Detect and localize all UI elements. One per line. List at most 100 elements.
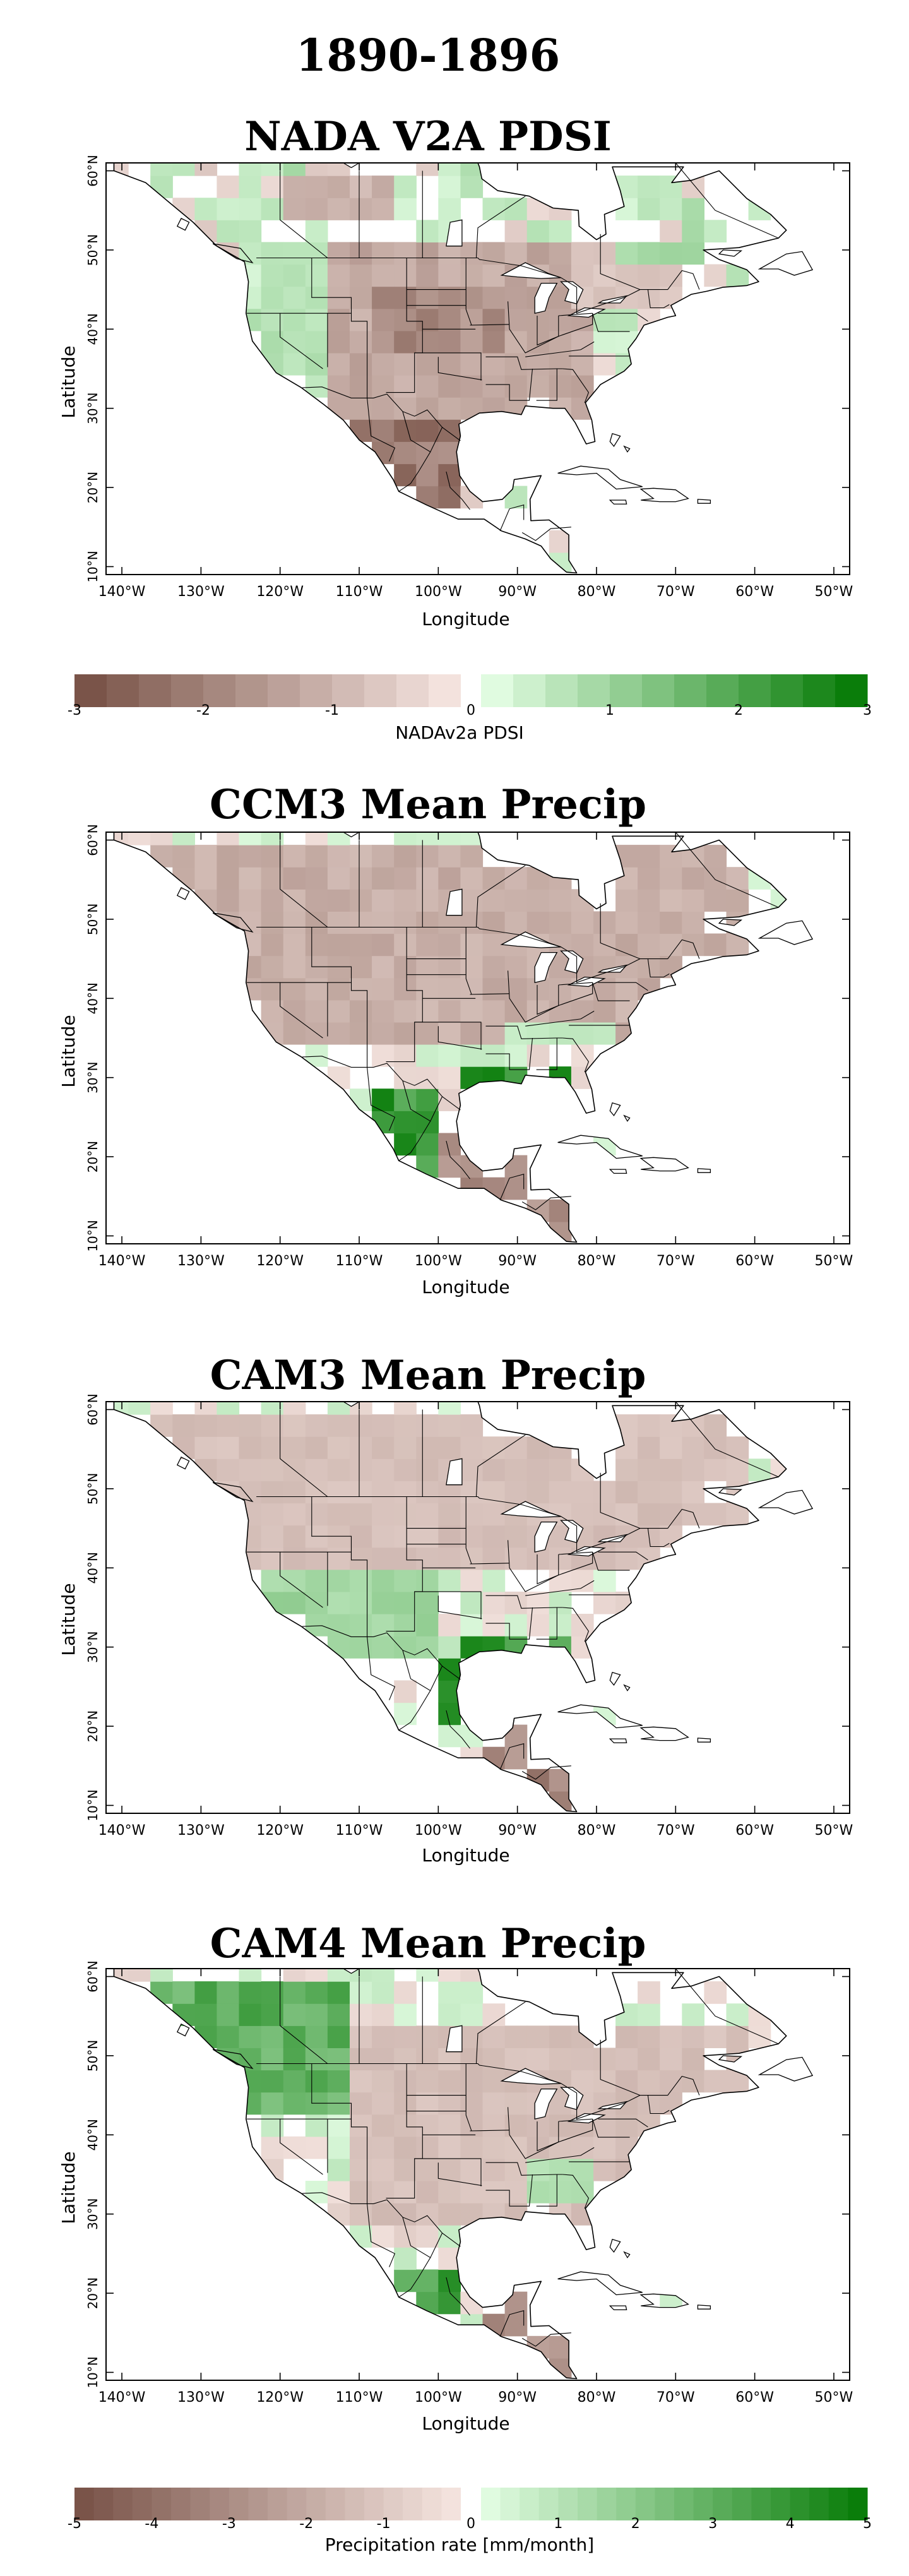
heatmap-cell [394, 832, 417, 845]
heatmap-cell [217, 1402, 240, 1415]
heatmap-cell [194, 889, 218, 912]
heatmap-cell [394, 1680, 417, 1703]
heatmap-cell [549, 375, 572, 398]
heatmap-cell [305, 1969, 328, 1982]
heatmap-cell [526, 2181, 550, 2203]
heatmap-cell [372, 867, 395, 890]
y-axis-label: Latitude [58, 1583, 79, 1655]
heatmap-cell [526, 330, 550, 354]
heatmap-cell [394, 264, 417, 287]
colorbar-swatch [578, 2488, 598, 2520]
colorbar-swatch [306, 2488, 326, 2520]
heatmap-cell [638, 977, 660, 1001]
heatmap-cell [239, 1436, 262, 1459]
heatmap-cell [726, 264, 749, 287]
state-line [537, 1554, 559, 1585]
heatmap-cell [239, 1969, 262, 1982]
heatmap-cell [239, 1458, 262, 1481]
heatmap-cell [150, 176, 173, 198]
heatmap-cell [327, 1614, 350, 1637]
heatmap-cell [460, 911, 484, 934]
heatmap-cell [372, 845, 395, 868]
heatmap-cell [571, 2025, 594, 2048]
heatmap-cell [150, 845, 173, 868]
heatmap-cell [438, 1569, 461, 1592]
heatmap-cell [482, 999, 506, 1023]
heatmap-cell [283, 2092, 306, 2115]
state-line [485, 368, 533, 401]
lake-outline [534, 1521, 558, 1553]
heatmap-cell [394, 2114, 417, 2137]
state-line [675, 1401, 779, 1477]
heatmap-cell [217, 832, 240, 845]
island-outline [609, 1102, 621, 1117]
heatmap-cell [460, 933, 484, 957]
heatmap-cell [327, 352, 350, 376]
central-america [521, 2332, 571, 2347]
heatmap-cell [660, 867, 682, 890]
x-tick-label: 100°W [415, 1823, 462, 1839]
heatmap-cell [660, 198, 682, 220]
heatmap-cell [416, 242, 439, 265]
heatmap-cell [327, 867, 350, 890]
heatmap-cell [660, 889, 682, 912]
heatmap-cell [571, 2181, 594, 2203]
heatmap-cell [549, 1547, 572, 1570]
heatmap-cell [327, 889, 350, 912]
heatmap-cell [327, 163, 350, 176]
mexico-state [367, 1067, 396, 1131]
heatmap-cell [172, 198, 195, 220]
heatmap-cell [460, 832, 484, 845]
colorbar-swatch [578, 674, 610, 707]
heatmap-cell [372, 198, 395, 220]
heatmap-cell [394, 2136, 417, 2159]
heatmap-cell [394, 1614, 417, 1637]
heatmap-cell [638, 2048, 660, 2071]
heatmap-cell [460, 163, 484, 176]
heatmap-cell [327, 198, 350, 220]
heatmap-cell [438, 1402, 461, 1415]
heatmap-cell [615, 889, 638, 912]
state-line [247, 2118, 323, 2175]
lake-outline [567, 1546, 606, 1557]
heatmap-cell [482, 2136, 506, 2159]
heatmap-cell [305, 1981, 328, 2004]
heatmap-cell [416, 999, 439, 1023]
heatmap-cell [615, 242, 638, 265]
heatmap-cell [504, 2048, 528, 2071]
colorbar-swatch [713, 2488, 733, 2520]
border-mexico [302, 1056, 461, 1111]
heatmap-cell [327, 2136, 350, 2159]
heatmap-cell [372, 1547, 395, 1570]
heatmap-cell [504, 911, 528, 934]
central-america [499, 1743, 525, 1770]
heatmap-cell [239, 286, 262, 309]
heatmap-cell [438, 1969, 461, 1982]
heatmap-cell [394, 2048, 417, 2071]
heatmap-cell [460, 1022, 484, 1045]
heatmap-cell [704, 2070, 727, 2093]
heatmap-cell [261, 1503, 284, 1526]
colorbar-tick-label: 4 [786, 2516, 795, 2532]
y-tick-label: 40°N [85, 313, 100, 345]
x-axis-label: Longitude [422, 2413, 509, 2434]
x-axis-label: Longitude [422, 1277, 509, 1297]
heatmap-cell [504, 977, 528, 1001]
heatmap-cell [438, 1044, 461, 1067]
heatmap-cell [239, 911, 262, 934]
colorbar-swatch [113, 2488, 133, 2520]
border-mexico [302, 1625, 461, 1680]
heatmap-cell [217, 1458, 240, 1481]
colorbar-tick-label: 5 [863, 2516, 872, 2532]
island-outline [718, 919, 743, 926]
heatmap-cell [350, 375, 372, 398]
heatmap-cell [482, 911, 506, 934]
y-tick-label: 40°N [85, 982, 100, 1014]
plot-frame [105, 1401, 850, 1814]
heatmap-cell [460, 2048, 484, 2071]
heatmap-cell [526, 1614, 550, 1637]
heatmap-cell [394, 845, 417, 868]
heatmap-cell [593, 2158, 616, 2181]
heatmap-cell [549, 911, 572, 934]
heatmap-cell [416, 1022, 439, 1045]
